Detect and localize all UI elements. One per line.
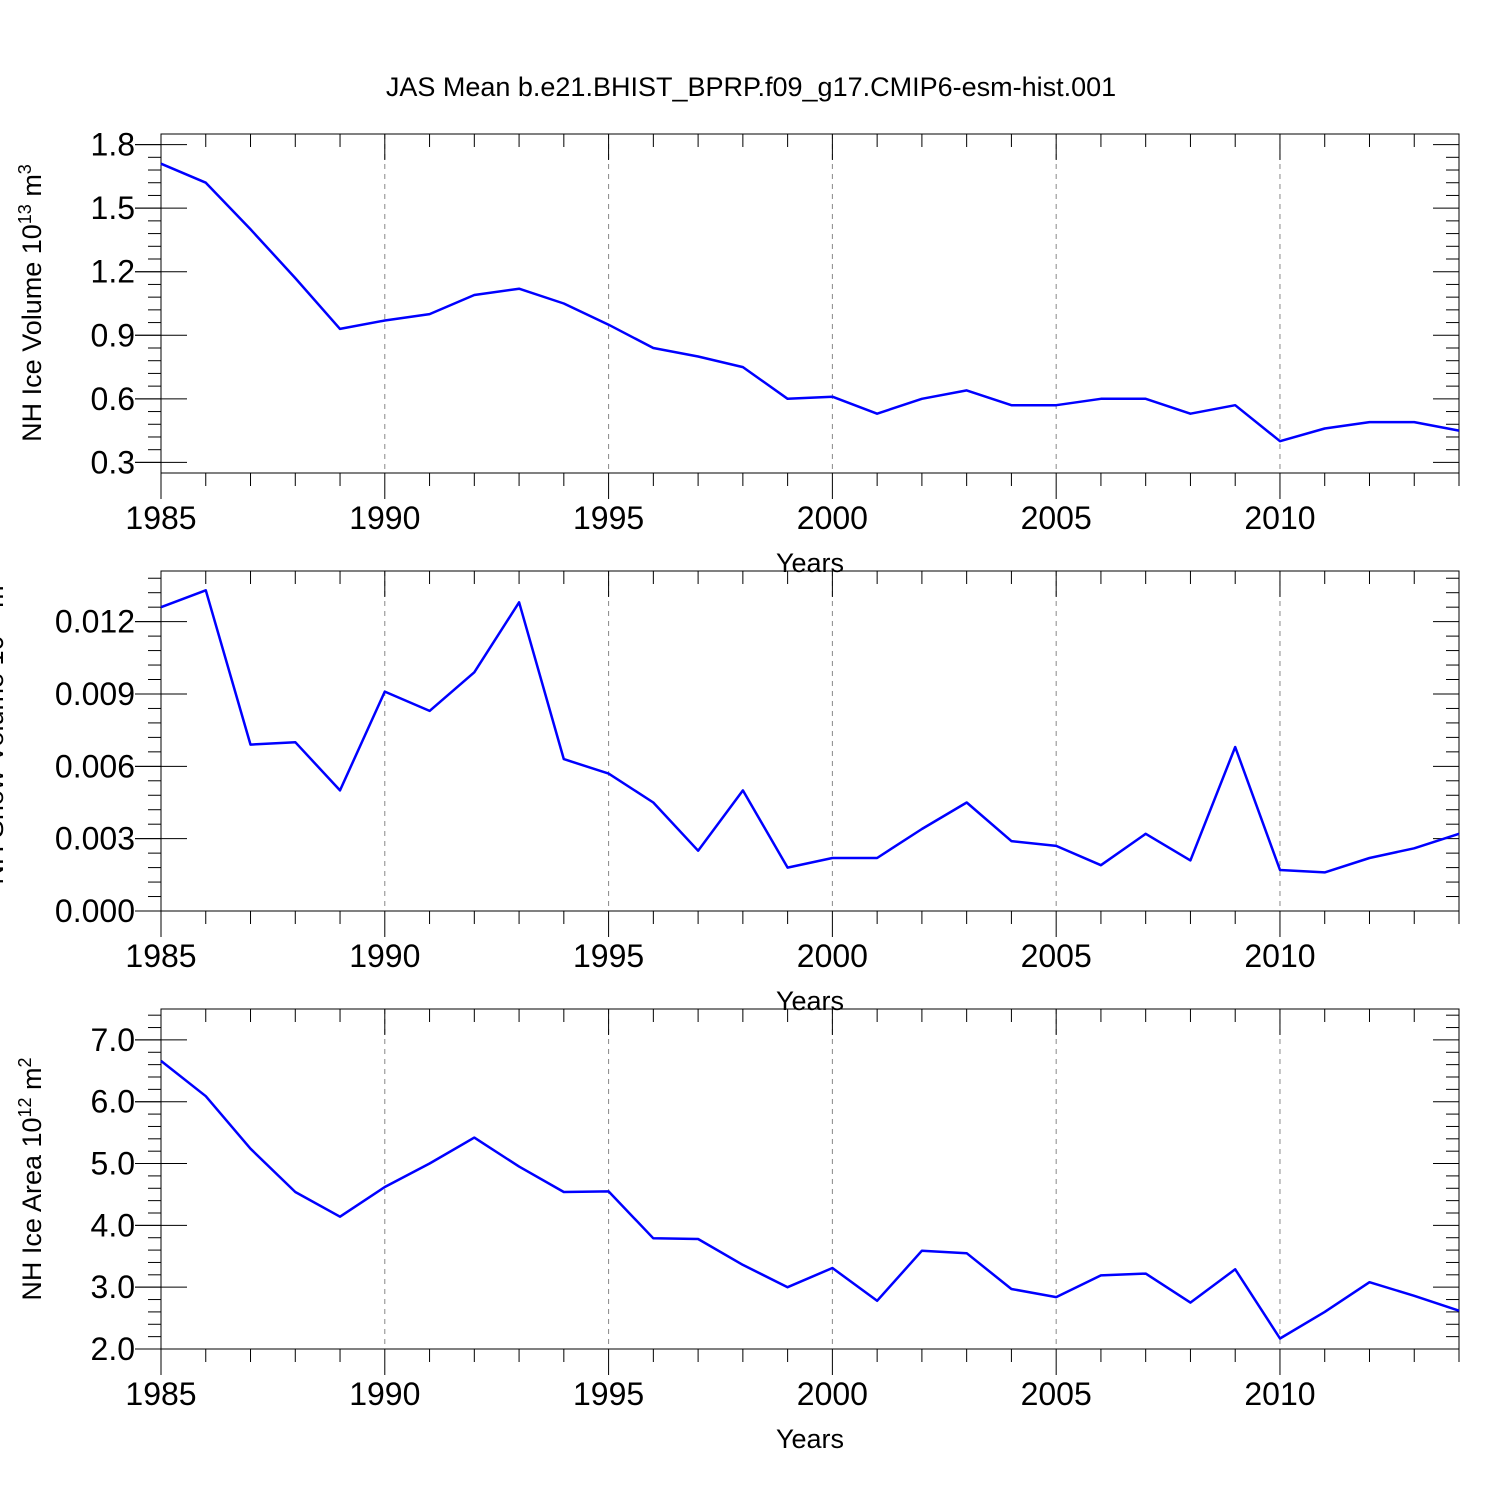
y-tick-label: 3.0 (91, 1269, 135, 1305)
y-tick-label: 0.3 (91, 444, 135, 480)
series-line (160, 162, 1460, 443)
y-axis-label-unit: m (17, 174, 47, 204)
y-tick-label: 2.0 (91, 1331, 135, 1367)
y-axis-label-unit: m (17, 1067, 47, 1097)
x-tick-label: 2005 (1021, 938, 1092, 974)
y-axis-label: NH Ice Area 1012 m2 (15, 1057, 47, 1300)
x-tick-label: 2000 (797, 500, 868, 536)
y-axis-label-unit: m (0, 585, 9, 615)
y-axis-label-unit-exponent: 3 (15, 164, 35, 174)
plot-frame (160, 1008, 1460, 1350)
x-tick-label: 2010 (1244, 938, 1315, 974)
x-tick-label: 2010 (1244, 1376, 1315, 1412)
x-tick-label: 1990 (349, 1376, 420, 1412)
x-tick-label: 2010 (1244, 500, 1315, 536)
y-axis-label-exponent: 12 (15, 1097, 35, 1117)
figure-title: JAS Mean b.e21.BHIST_BPRP.f09_g17.CMIP6-… (386, 72, 1116, 102)
x-tick-label: 2005 (1021, 500, 1092, 536)
x-axis-label: Years (776, 986, 844, 1016)
x-tick-label: 1995 (573, 938, 644, 974)
chart-panel-3: 2.0 3.0 4.0 5.0 6.0 7.0 1985 1990 1995 2000 2005 20… (15, 1008, 1460, 1454)
y-axis-label-main: NH Ice Volume 10 (17, 224, 47, 442)
y-tick-label: 0.009 (55, 676, 135, 712)
y-axis-label-main: NH Snow Volume 10 (0, 635, 9, 884)
y-axis-label: NH Snow Volume 1013 m3 (0, 575, 9, 884)
y-tick-label: 7.0 (91, 1022, 135, 1058)
y-tick-label: 0.003 (55, 821, 135, 857)
series-line (160, 589, 1460, 874)
y-tick-label: 1.2 (91, 254, 135, 290)
y-axis-label-main: NH Ice Area 10 (17, 1117, 47, 1300)
chart-panel-1: 0.3 0.6 0.9 1.2 1.5 1.8 1985 1990 1995 2000 2005 20… (15, 127, 1460, 578)
plot-frame (160, 133, 1460, 474)
x-tick-label: 1995 (573, 1376, 644, 1412)
x-tick-label: 1990 (349, 500, 420, 536)
y-axis-label-unit-exponent: 2 (15, 1057, 35, 1067)
plot-frame (160, 570, 1460, 912)
x-tick-label: 1985 (125, 938, 196, 974)
y-tick-label: 0.000 (55, 893, 135, 929)
x-tick-label: 1985 (125, 500, 196, 536)
y-axis-label: NH Ice Volume 1013 m3 (15, 164, 47, 442)
y-tick-label: 4.0 (91, 1207, 135, 1243)
chart-panel-2: 0.000 0.003 0.006 0.009 0.012 1985 1990 1995 200… (0, 570, 1460, 1016)
x-axis-label: Years (776, 1424, 844, 1454)
y-tick-label: 0.9 (91, 317, 135, 353)
x-tick-label: 1995 (573, 500, 644, 536)
y-tick-label: 0.6 (91, 381, 135, 417)
x-tick-label: 2000 (797, 938, 868, 974)
y-tick-label: 1.5 (91, 190, 135, 226)
y-axis-label-exponent: 13 (15, 204, 35, 224)
x-tick-label: 2000 (797, 1376, 868, 1412)
y-tick-label: 1.8 (91, 127, 135, 163)
x-tick-label: 1985 (125, 1376, 196, 1412)
y-tick-label: 0.012 (55, 604, 135, 640)
y-tick-label: 5.0 (91, 1146, 135, 1182)
x-tick-label: 1990 (349, 938, 420, 974)
x-axis-label: Years (776, 548, 844, 578)
series-line (160, 1059, 1460, 1340)
y-tick-label: 6.0 (91, 1084, 135, 1120)
x-tick-label: 2005 (1021, 1376, 1092, 1412)
y-tick-label: 0.006 (55, 748, 135, 784)
